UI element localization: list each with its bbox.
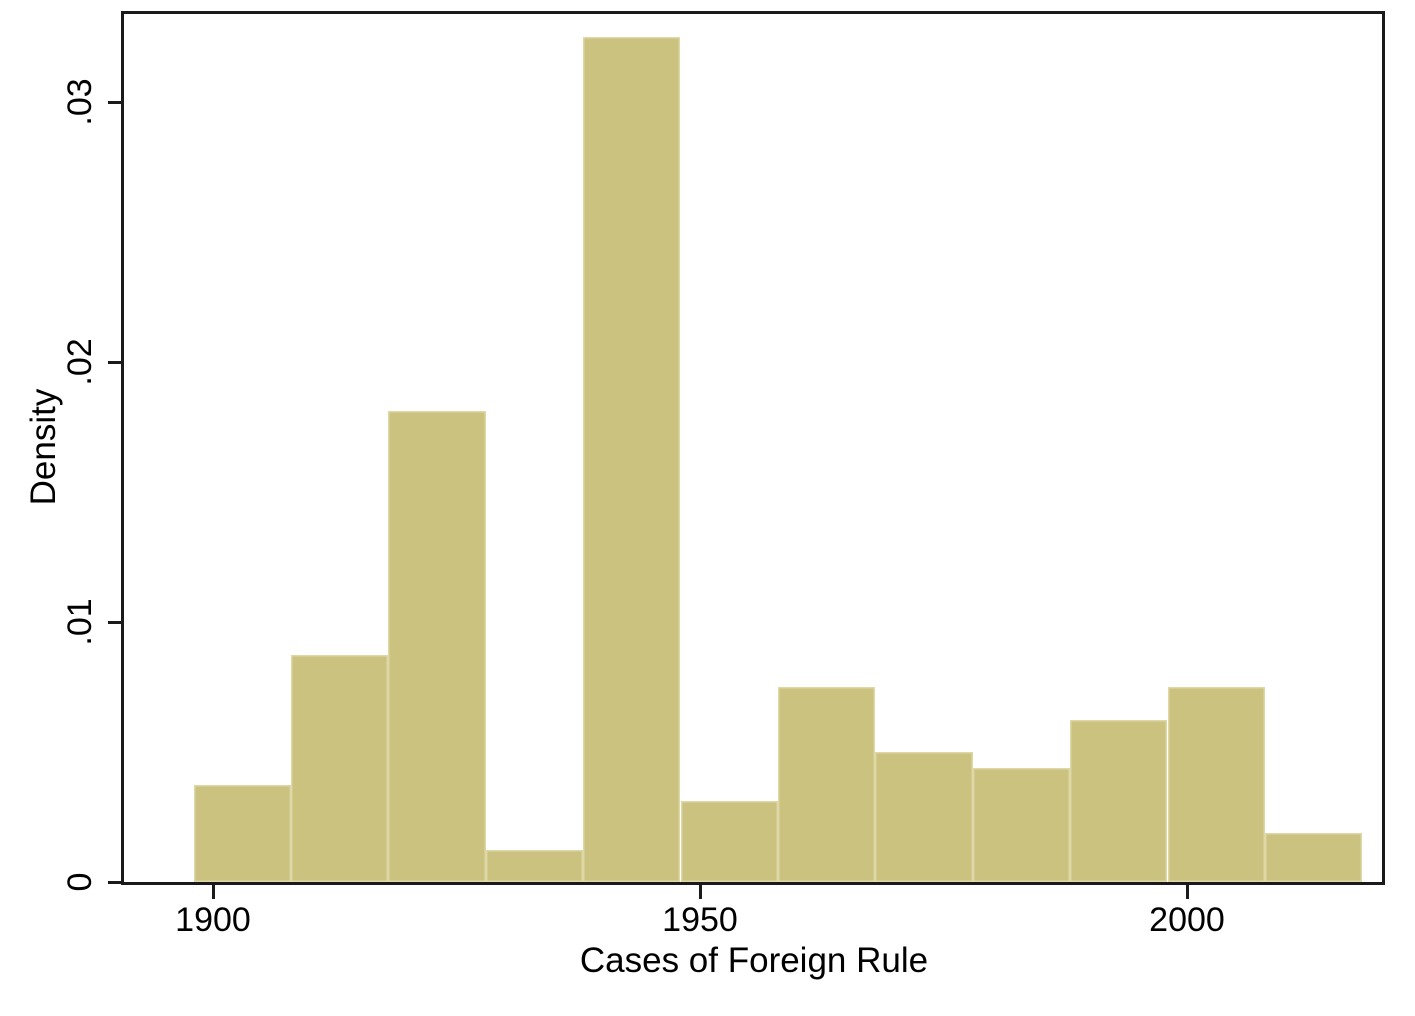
histogram-bar	[193, 784, 291, 882]
histogram-bar	[388, 410, 486, 882]
histogram-bar	[290, 654, 389, 882]
y-tick-mark	[108, 620, 121, 624]
y-tick-mark	[108, 880, 121, 884]
x-tick-mark	[1185, 885, 1189, 899]
histogram-bar	[680, 800, 778, 883]
histogram-bar	[972, 768, 1071, 883]
histogram-bar	[1167, 687, 1265, 882]
x-tick-label: 2000	[1149, 901, 1225, 939]
y-tick-label: .01	[61, 598, 99, 646]
y-tick-mark	[108, 360, 121, 364]
y-axis-title: Density	[24, 388, 63, 506]
y-tick-label: .03	[61, 78, 99, 126]
y-tick-mark	[108, 100, 121, 104]
histogram-bar	[1070, 719, 1168, 882]
x-tick-mark	[698, 885, 702, 899]
x-tick-mark	[211, 885, 215, 899]
histogram-bar	[875, 752, 973, 882]
histogram-bar	[485, 849, 584, 882]
histogram-bar	[583, 37, 681, 882]
x-axis-title: Cases of Foreign Rule	[579, 941, 929, 980]
histogram-bar	[777, 687, 876, 882]
x-tick-label: 1950	[662, 901, 738, 939]
x-tick-label: 1900	[175, 901, 251, 939]
y-tick-label: 0	[61, 872, 99, 892]
histogram-bar	[1264, 833, 1363, 883]
y-tick-label: .02	[61, 338, 99, 386]
